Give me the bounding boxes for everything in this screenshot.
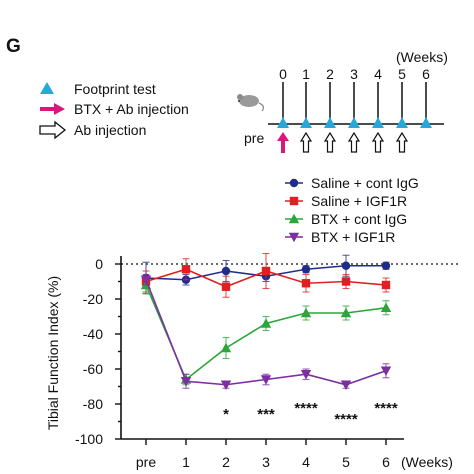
data-point — [340, 307, 352, 318]
x-axis-unit-label: (Weeks) — [401, 454, 453, 470]
legend: Saline + cont IgG Saline + IGF1R BTX + con… — [285, 175, 419, 245]
timeline-week-label: 4 — [374, 66, 382, 82]
key-ab-label: Ab injection — [74, 122, 146, 138]
legend-marker — [289, 178, 299, 188]
data-point — [260, 318, 272, 328]
footprint-marker-icon — [300, 117, 312, 128]
ab-injection-arrow-icon — [323, 131, 337, 153]
x-tick-label: 2 — [222, 454, 230, 470]
y-axis-label: Tibial Function Index (%) — [45, 276, 61, 430]
timeline-week-label: 3 — [350, 66, 358, 82]
footprint-marker-icon — [396, 117, 408, 128]
y-tick-label: -20 — [83, 291, 103, 307]
data-point — [341, 261, 351, 270]
legend-label: BTX + cont IgG — [311, 211, 407, 227]
legend-label: Saline + cont IgG — [311, 175, 419, 191]
data-point — [260, 375, 272, 385]
data-point — [301, 279, 311, 288]
timeline-week-label: 2 — [326, 66, 334, 82]
y-tick-label: -100 — [75, 431, 103, 447]
data-point — [181, 265, 191, 274]
data-point — [300, 307, 312, 318]
timeline-week-label: 1 — [302, 66, 310, 82]
y-tick-label: -40 — [83, 326, 103, 342]
data-point — [380, 302, 392, 312]
ab-injection-arrow-icon — [371, 131, 385, 153]
series-btx-igf1r — [140, 273, 392, 390]
series-line — [145, 284, 387, 381]
ab-injection-arrow-icon — [395, 131, 409, 153]
x-tick-label: pre — [136, 454, 156, 470]
data-point — [381, 261, 391, 270]
data-point — [221, 282, 231, 291]
footprint-marker-icon — [372, 117, 384, 128]
hollow-arrow-icon — [39, 120, 67, 140]
legend-marker — [289, 196, 299, 206]
significance-marker: * — [223, 406, 229, 423]
significance-marker: **** — [334, 411, 358, 428]
btx-injection-arrow-icon — [277, 132, 289, 141]
series-saline-igf1r — [141, 252, 391, 298]
timeline-key: Footprint test BTX + Ab injection Ab inj… — [39, 81, 189, 140]
ab-injection-arrow-icon — [347, 131, 361, 153]
timeline-week-label: 0 — [279, 66, 287, 82]
data-point — [301, 265, 311, 274]
legend-marker — [288, 232, 300, 243]
legend-label: BTX + IGF1R — [311, 229, 395, 245]
legend-label: Saline + IGF1R — [311, 193, 407, 209]
panel-label: G — [6, 36, 21, 57]
significance-marker: **** — [374, 400, 398, 417]
y-tick-label: 0 — [95, 256, 103, 272]
ab-injection-arrow-icon — [299, 131, 313, 153]
series-btx-cont-igg — [140, 275, 392, 386]
timeline-week-label: 6 — [422, 66, 430, 82]
footprint-triangle-icon — [40, 82, 54, 94]
plot-area: Tibial Function Index (%) (Weeks) 0 -20 -4… — [45, 252, 460, 470]
data-point — [340, 380, 352, 390]
key-btx-ab-label: BTX + Ab injection — [74, 101, 189, 117]
data-point — [180, 377, 192, 387]
x-tick-label: 3 — [262, 454, 270, 470]
data-point — [380, 366, 392, 376]
mouse-icon — [237, 94, 265, 112]
x-tick-label: 1 — [182, 454, 190, 470]
footprint-marker-icon — [348, 117, 360, 128]
significance-marker: *** — [257, 406, 275, 423]
key-footprint-label: Footprint test — [74, 81, 156, 97]
y-tick-label: -60 — [83, 361, 103, 377]
footprint-marker-icon — [324, 117, 336, 128]
data-point — [381, 280, 391, 290]
data-point — [140, 275, 152, 285]
data-point — [341, 277, 351, 286]
data-point — [220, 380, 232, 390]
timeline-unit-label: (Weeks) — [396, 49, 448, 65]
data-point — [220, 342, 232, 353]
data-point — [221, 266, 231, 276]
y-tick-label: -80 — [83, 396, 103, 412]
magenta-arrow-icon — [40, 103, 65, 115]
legend-marker — [288, 213, 300, 224]
x-tick-label: 6 — [382, 454, 390, 470]
x-tick-label: 5 — [342, 454, 350, 470]
x-tick-label: 4 — [302, 454, 310, 470]
timeline-pre-label: pre — [244, 130, 264, 146]
timeline-week-label: 5 — [398, 66, 406, 82]
significance-marker: **** — [294, 400, 318, 417]
series-line — [145, 279, 387, 386]
footprint-marker-icon — [420, 117, 432, 128]
footprint-marker-icon — [277, 117, 289, 128]
data-point — [300, 370, 312, 380]
data-point — [261, 266, 271, 276]
